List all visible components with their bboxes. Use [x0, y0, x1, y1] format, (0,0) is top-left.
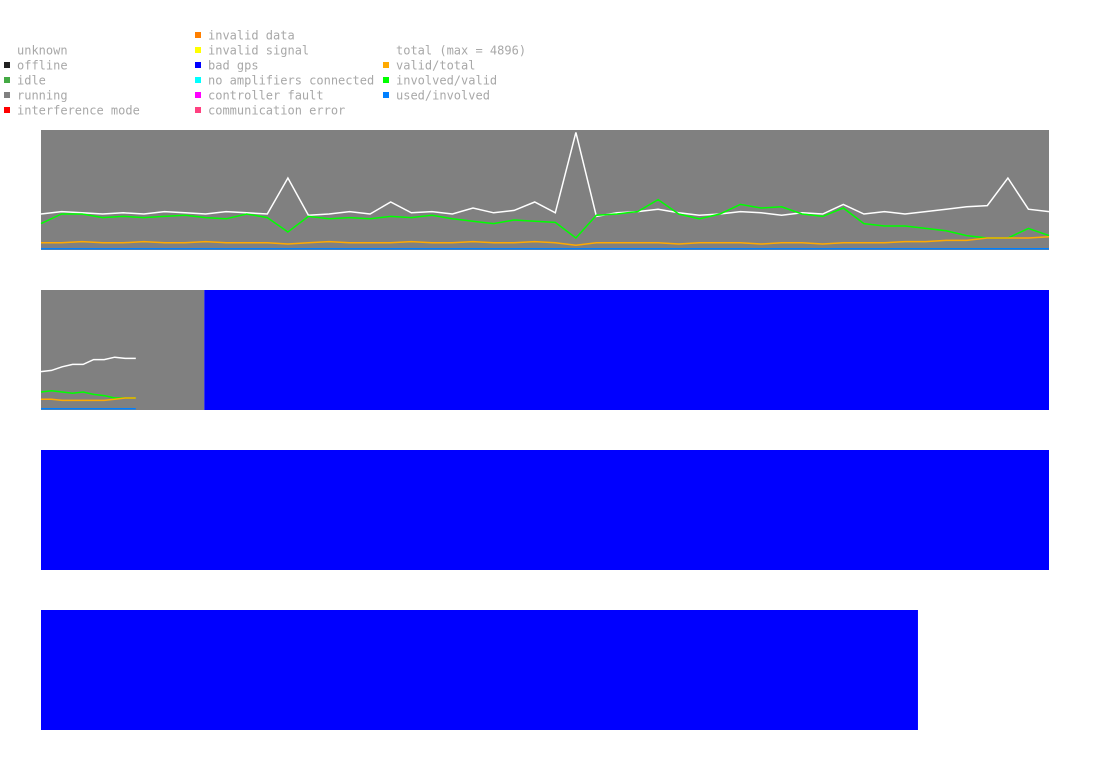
- legend-swatch: [4, 92, 10, 98]
- legend-swatch: [195, 47, 201, 53]
- legend-swatch: [195, 62, 201, 68]
- legend-swatch: [4, 62, 10, 68]
- legend-label: bad gps: [208, 59, 259, 73]
- legend-label: used/involved: [396, 89, 490, 103]
- status-segment: [41, 290, 205, 410]
- legend-label: idle: [17, 74, 46, 88]
- status-segment: [41, 130, 1049, 250]
- legend-label: invalid data: [208, 29, 295, 43]
- legend-swatch: [4, 77, 10, 83]
- status-segment: [204, 290, 1049, 410]
- legend-swatch: [4, 107, 10, 113]
- legend-label: communication error: [208, 104, 345, 118]
- status-segment: [41, 450, 1049, 570]
- ratio-line: [41, 236, 1050, 246]
- legend-label: involved/valid: [396, 74, 497, 88]
- legend-swatch: [383, 62, 389, 68]
- legend-label: valid/total: [396, 59, 475, 73]
- legend-label: controller fault: [208, 89, 324, 103]
- legend-swatch: [383, 77, 389, 83]
- legend-label: interference mode: [17, 104, 140, 118]
- legend-swatch: [383, 92, 389, 98]
- legend-swatch: [195, 107, 201, 113]
- legend-label: total (max = 4896): [396, 44, 526, 58]
- legend-label: invalid signal: [208, 44, 309, 58]
- legend-label: running: [17, 89, 68, 103]
- legend-label: unknown: [17, 44, 68, 58]
- ratio-line: [40, 198, 1050, 240]
- ratio-line: [41, 397, 136, 402]
- status-segment: [41, 610, 918, 730]
- ratio-line: [40, 356, 136, 373]
- legend-label: offline: [17, 59, 68, 73]
- legend-swatch: [195, 32, 201, 38]
- legend-swatch: [195, 77, 201, 83]
- legend-swatch: [195, 92, 201, 98]
- legend-label: no amplifiers connected: [208, 74, 374, 88]
- ratio-line: [40, 132, 1050, 218]
